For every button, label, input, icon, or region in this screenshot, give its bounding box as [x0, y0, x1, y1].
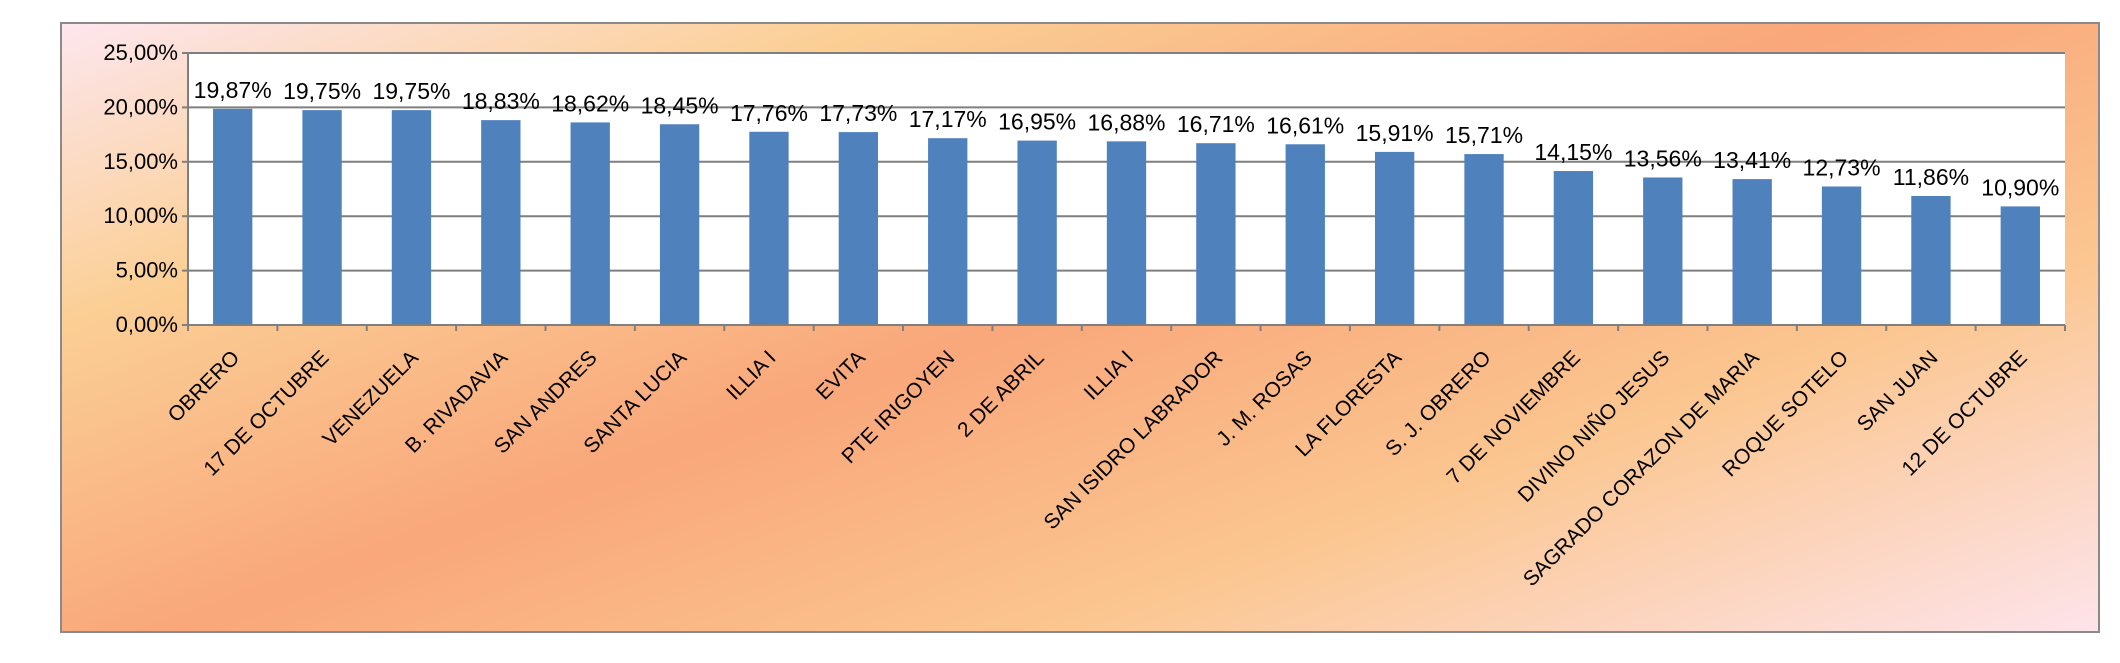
data-label: 13,41% — [1713, 147, 1791, 173]
data-label: 13,56% — [1624, 145, 1702, 171]
bar — [928, 138, 968, 325]
data-label: 17,17% — [909, 106, 987, 132]
y-tick-label: 5,00% — [116, 258, 178, 283]
data-label: 19,75% — [372, 78, 450, 104]
y-tick-label: 20,00% — [103, 94, 178, 119]
data-label: 11,86% — [1893, 164, 1969, 190]
category-label: EVITA — [812, 346, 870, 404]
bar — [1106, 141, 1147, 325]
bar — [1017, 140, 1057, 325]
axes — [182, 52, 2066, 331]
data-label: 15,71% — [1445, 122, 1523, 148]
bar — [391, 110, 432, 326]
chart-area: 19,87% 19,75% 19,75% 18,83% 18,62% 18,45% 17,7… — [60, 22, 2100, 633]
category-label: SAN JUAN — [1853, 346, 1943, 436]
bar — [481, 120, 521, 325]
y-tick-label: 15,00% — [103, 149, 178, 174]
bar — [213, 108, 253, 326]
category-label: 2 DE ABRIL — [953, 346, 1049, 442]
bar — [749, 131, 789, 325]
bar-chart: 19,87% 19,75% 19,75% 18,83% 18,62% 18,45% 17,7… — [103, 40, 2066, 592]
bar — [1553, 171, 1594, 325]
data-label: 12,73% — [1803, 154, 1881, 180]
y-tick-label: 0,00% — [116, 312, 178, 337]
bar — [1821, 186, 1862, 325]
y-tick-labels: 0,00% 5,00% 10,00% 15,00% 20,00% 25,00% — [103, 40, 178, 337]
category-label: ILLIA I — [1080, 346, 1138, 404]
category-label: ILLIA I — [722, 346, 780, 404]
data-label: 19,75% — [283, 78, 361, 104]
y-tick-label: 10,00% — [103, 203, 178, 228]
y-tick-label: 25,00% — [103, 40, 178, 65]
data-label: 14,15% — [1534, 139, 1612, 165]
data-label: 16,71% — [1177, 111, 1255, 137]
bar — [1374, 151, 1415, 325]
data-label: 19,87% — [194, 77, 272, 103]
data-label: 10,90% — [1981, 174, 2059, 200]
bar — [1732, 179, 1772, 325]
bar — [570, 122, 610, 325]
data-label: 18,45% — [641, 92, 719, 118]
data-label: 15,91% — [1356, 120, 1434, 146]
bar — [659, 124, 700, 325]
bars — [213, 108, 2040, 326]
data-label: 17,76% — [730, 100, 808, 126]
data-labels: 19,87% 19,75% 19,75% 18,83% 18,62% 18,45% 17,7… — [194, 77, 2060, 201]
data-label: 18,62% — [551, 90, 629, 116]
bar — [1464, 154, 1504, 325]
bar — [838, 132, 879, 325]
category-label: DIVINO NIÑO JESUS — [1513, 346, 1674, 507]
category-label: OBRERO — [164, 346, 245, 427]
data-label: 17,73% — [819, 100, 897, 126]
bar — [1911, 195, 1951, 325]
data-label: 16,61% — [1266, 112, 1344, 138]
data-label: 16,95% — [998, 109, 1076, 135]
bar — [1285, 144, 1325, 325]
data-label: 18,83% — [462, 88, 540, 114]
bar — [2000, 206, 2040, 325]
bar — [302, 110, 342, 326]
data-label: 16,88% — [1087, 109, 1165, 135]
bar — [1643, 177, 1683, 325]
bar — [1196, 143, 1236, 325]
category-label: SAN ISIDRO LABRADOR — [1040, 346, 1228, 534]
